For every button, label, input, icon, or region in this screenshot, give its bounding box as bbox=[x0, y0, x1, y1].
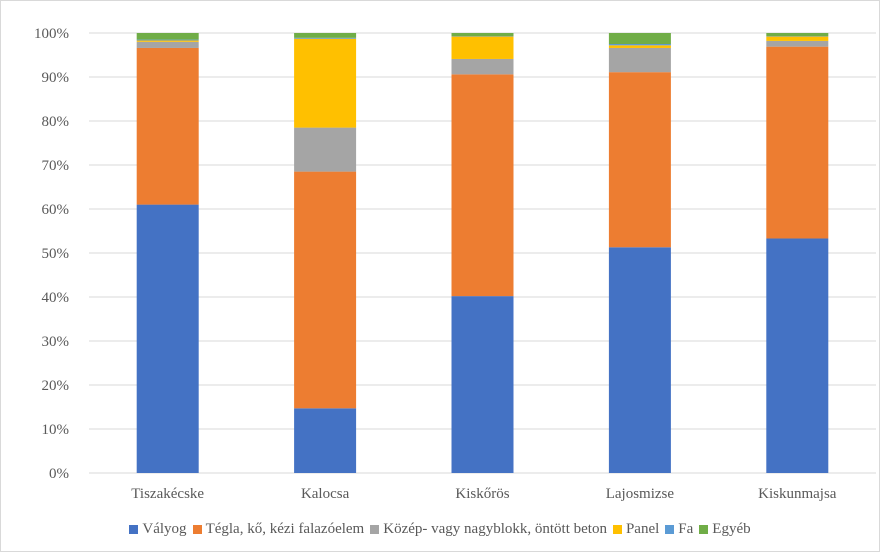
x-category-label: Lajosmizse bbox=[606, 486, 675, 502]
bar-segment-4-1 bbox=[136, 40, 199, 42]
x-axis-category-labels: Tiszakécske Kalocsa Kiskőrös Lajosmizse Kisk… bbox=[131, 486, 836, 502]
legend-item: Vályog bbox=[129, 520, 187, 538]
legend-swatch bbox=[370, 524, 380, 534]
y-tick-label: 40% bbox=[42, 290, 70, 306]
legend-label: Panel bbox=[625, 520, 660, 537]
bar-segment-1-5 bbox=[766, 238, 829, 473]
legend-item: Fa bbox=[665, 521, 693, 538]
y-tick-label: 90% bbox=[42, 70, 70, 86]
bar-segment-1-4 bbox=[608, 247, 671, 473]
legend-item: Egyéb bbox=[699, 520, 751, 538]
bars bbox=[136, 33, 829, 473]
legend-swatch bbox=[665, 524, 675, 534]
bar-segment-1-3 bbox=[451, 296, 514, 473]
bar-segment-4-2 bbox=[294, 38, 357, 128]
legend-swatch bbox=[612, 524, 622, 534]
legend-item: Közép- vagy nagyblokk, öntött beton bbox=[370, 521, 607, 538]
y-axis-tick-labels: 0% 10% 20% 30% 40% 50% 60% 70% 80% 90% 100% bbox=[34, 26, 69, 482]
bar-segment-4-4 bbox=[608, 45, 671, 48]
bar-segment-5-1 bbox=[136, 39, 199, 41]
bar-segment-6-2 bbox=[294, 33, 357, 38]
bar-segment-2-1 bbox=[136, 47, 199, 205]
bar-segment-1-1 bbox=[136, 204, 199, 473]
legend-label: Fa bbox=[678, 520, 694, 537]
bar-segment-6-4 bbox=[608, 33, 671, 44]
bar-segment-3-5 bbox=[766, 40, 829, 47]
x-category-label: Kiskunmajsa bbox=[758, 486, 837, 502]
legend: Vályog Tégla, kő, kézi falazóelem Közép- v… bbox=[1, 516, 879, 542]
legend-swatch bbox=[129, 524, 139, 534]
bar-segment-3-3 bbox=[451, 58, 514, 75]
bar-segment-2-3 bbox=[451, 74, 514, 297]
y-tick-label: 50% bbox=[42, 246, 70, 262]
legend-swatch bbox=[192, 524, 202, 534]
bar-segment-6-5 bbox=[766, 33, 829, 37]
y-tick-label: 60% bbox=[42, 202, 70, 218]
legend-item: Tégla, kő, kézi falazóelem bbox=[192, 520, 365, 538]
bar-segment-3-1 bbox=[136, 41, 199, 48]
legend-swatch bbox=[699, 524, 709, 534]
legend-label: Közép- vagy nagyblokk, öntött beton bbox=[383, 520, 607, 537]
legend-label: Tégla, kő, kézi falazóelem bbox=[205, 520, 365, 537]
legend-label: Vályog bbox=[142, 520, 187, 537]
y-tick-label: 10% bbox=[42, 422, 70, 438]
bar-segment-5-4 bbox=[608, 44, 671, 46]
bar-segment-2-5 bbox=[766, 46, 829, 239]
y-tick-label: 30% bbox=[42, 334, 70, 350]
y-tick-label: 70% bbox=[42, 158, 70, 174]
legend-item: Panel bbox=[612, 520, 660, 538]
x-category-label: Kalocsa bbox=[301, 486, 350, 502]
bar-segment-6-1 bbox=[136, 33, 199, 40]
x-category-label: Kiskőrös bbox=[455, 486, 509, 502]
bar-segment-4-5 bbox=[766, 36, 829, 41]
bar-segment-2-4 bbox=[608, 72, 671, 248]
bar-segment-4-3 bbox=[451, 36, 514, 59]
bar-segment-1-2 bbox=[294, 408, 357, 473]
bar-segment-3-4 bbox=[608, 47, 671, 73]
bar-segment-6-3 bbox=[451, 33, 514, 37]
bar-segment-3-2 bbox=[294, 127, 357, 172]
legend-label: Egyéb bbox=[712, 520, 751, 537]
y-tick-label: 100% bbox=[34, 26, 69, 42]
y-tick-label: 0% bbox=[49, 466, 69, 482]
bar-segment-2-2 bbox=[294, 171, 357, 409]
stacked-bar-chart: 0% 10% 20% 30% 40% 50% 60% 70% 80% 90% 100% Tiszak… bbox=[34, 26, 876, 502]
x-category-label: Tiszakécske bbox=[131, 486, 204, 502]
y-tick-label: 80% bbox=[42, 114, 70, 130]
y-tick-label: 20% bbox=[42, 378, 70, 394]
bar-segment-5-2 bbox=[294, 37, 357, 39]
